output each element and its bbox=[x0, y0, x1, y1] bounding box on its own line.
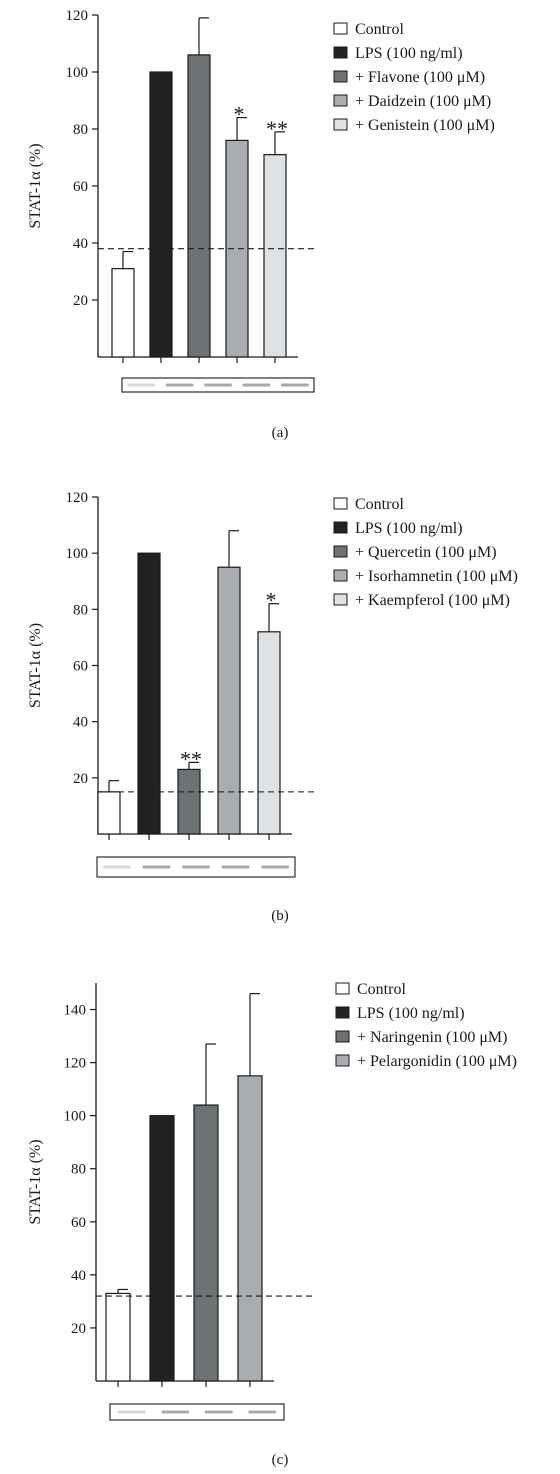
panel-b-blot-band bbox=[182, 865, 210, 869]
panel-a-significance-mark: ** bbox=[266, 116, 288, 141]
panel-c-blot-band bbox=[117, 1410, 146, 1414]
panel-c-blot-strip bbox=[109, 1403, 285, 1421]
panel-c-legend-label: Control bbox=[357, 981, 406, 998]
panel-c-y-tick-label: 20 bbox=[71, 1321, 86, 1337]
panel-a-legend-swatch bbox=[333, 118, 348, 131]
panel-c-bar bbox=[237, 1075, 263, 1382]
panel-a-blot-band bbox=[165, 383, 194, 387]
panel-a-y-axis-title: STAT-1α (%) bbox=[27, 143, 44, 228]
panel-a-bar bbox=[187, 54, 211, 358]
panel-c-y-tick-label: 120 bbox=[64, 1056, 87, 1072]
panel-c-legend-swatch bbox=[335, 1030, 350, 1043]
panel-b-y-tick-label: 120 bbox=[66, 490, 89, 506]
panel-b-bar bbox=[97, 791, 121, 835]
panel-c-y-tick-label: 100 bbox=[64, 1109, 87, 1125]
panel-c-y-axis-title: STAT-1α (%) bbox=[27, 1139, 44, 1224]
panel-a-y-tick-label: 100 bbox=[66, 65, 89, 81]
panel-a-legend-swatch bbox=[333, 70, 348, 83]
panel-c-y-tick-label: 60 bbox=[71, 1215, 86, 1231]
panel-b-legend-swatch bbox=[333, 497, 348, 510]
panel-a-blot-band bbox=[127, 383, 156, 387]
panel-a-legend-label: + Daidzein (100 μM) bbox=[355, 93, 491, 110]
panel-b-legend-label: LPS (100 ng/ml) bbox=[355, 520, 463, 537]
panel-b-legend-swatch bbox=[333, 521, 348, 534]
panel-a-blot-band bbox=[242, 383, 271, 387]
panel-c-bar bbox=[149, 1115, 175, 1382]
panel-b-legend-label: + Kaempferol (100 μM) bbox=[355, 592, 510, 609]
panel-c-legend-label: LPS (100 ng/ml) bbox=[357, 1005, 465, 1022]
panel-b-label: (b) bbox=[271, 908, 289, 924]
panel-b-bar bbox=[217, 566, 241, 835]
panel-a-bar bbox=[263, 154, 287, 358]
panel-a-bar bbox=[149, 71, 173, 358]
panel-a-y-tick-label: 40 bbox=[73, 236, 88, 252]
panel-b-y-axis-title: STAT-1α (%) bbox=[27, 623, 44, 708]
panel-a-legend-label: LPS (100 ng/ml) bbox=[355, 45, 463, 62]
panel-c-label: (c) bbox=[272, 1452, 289, 1468]
panel-b-blot-band bbox=[221, 865, 250, 869]
panel-b-significance-mark: ** bbox=[180, 746, 202, 771]
panel-c-blot-band bbox=[161, 1410, 190, 1414]
panel-b-y-tick-label: 80 bbox=[73, 602, 88, 618]
panel-a-blot-band bbox=[204, 383, 232, 387]
panel-b-significance-mark: * bbox=[266, 588, 277, 613]
panel-c-bar bbox=[193, 1104, 219, 1382]
panel-b-y-tick-label: 100 bbox=[66, 546, 89, 562]
panel-a-bar bbox=[111, 268, 135, 358]
panel-a-y-tick-label: 80 bbox=[73, 122, 88, 138]
panel-a-y-tick-label: 20 bbox=[73, 293, 88, 309]
panel-c-bar bbox=[105, 1292, 131, 1382]
panel-a-legend-label: Control bbox=[355, 21, 404, 38]
panel-c-legend-swatch bbox=[335, 1006, 350, 1019]
panel-a-legend-label: + Flavone (100 μM) bbox=[355, 69, 485, 86]
panel-a-label: (a) bbox=[272, 425, 289, 441]
panel-a-legend-swatch bbox=[333, 94, 348, 107]
panel-b-y-tick-label: 40 bbox=[73, 715, 88, 731]
panel-b-legend-label: + Quercetin (100 μM) bbox=[355, 544, 497, 561]
panel-b-bar bbox=[257, 631, 281, 835]
panel-c-y-tick-label: 80 bbox=[71, 1162, 86, 1178]
panel-b-legend-swatch bbox=[333, 593, 348, 606]
panel-b-legend-swatch bbox=[333, 545, 348, 558]
panel-c-y-tick-label: 40 bbox=[71, 1268, 86, 1284]
panel-a-y-tick-label: 60 bbox=[73, 179, 88, 195]
panel-a-legend-swatch bbox=[333, 46, 348, 59]
panel-c-blot-band bbox=[248, 1410, 277, 1414]
panel-b-y-tick-label: 60 bbox=[73, 659, 88, 675]
panel-b-blot-band bbox=[102, 865, 131, 869]
panel-c-y-tick-label: 140 bbox=[64, 1003, 87, 1019]
panel-a-significance-mark: * bbox=[234, 102, 245, 127]
panel-b-legend-swatch bbox=[333, 569, 348, 582]
panel-b-y-tick-label: 20 bbox=[73, 771, 88, 787]
panel-b-legend-label: + Isorhamnetin (100 μM) bbox=[355, 568, 518, 585]
panel-b-bar bbox=[137, 552, 161, 835]
panel-b-blot-band bbox=[142, 865, 171, 869]
panel-a-legend-swatch bbox=[333, 22, 348, 35]
panel-b-bar bbox=[177, 768, 201, 835]
panel-b-legend-label: Control bbox=[355, 496, 404, 513]
panel-c-legend-label: + Pelargonidin (100 μM) bbox=[357, 1053, 517, 1070]
panel-c-legend-swatch bbox=[335, 982, 350, 995]
panel-a-y-tick-label: 120 bbox=[66, 8, 89, 24]
panel-c-legend-swatch bbox=[335, 1054, 350, 1067]
panel-a-legend-label: + Genistein (100 μM) bbox=[355, 117, 495, 134]
panel-c-blot-band bbox=[204, 1410, 233, 1414]
panel-a-blot-band bbox=[280, 383, 309, 387]
panel-c-legend-label: + Naringenin (100 μM) bbox=[357, 1029, 507, 1046]
panel-b-blot-band bbox=[261, 865, 290, 869]
